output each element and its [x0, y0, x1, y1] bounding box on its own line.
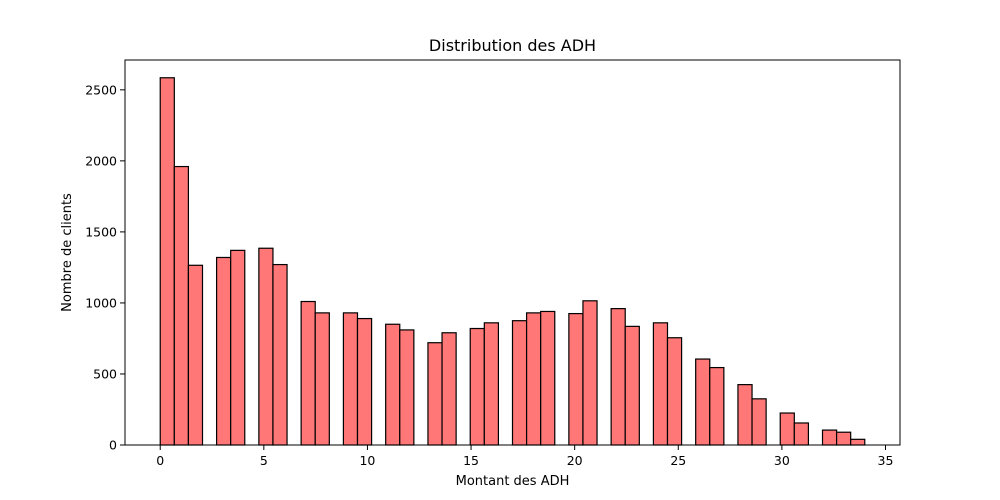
histogram-bar	[540, 310, 556, 446]
histogram-bar	[793, 422, 810, 446]
x-tick-label: 25	[670, 453, 686, 468]
x-tick-label: 0	[156, 453, 164, 468]
y-axis-label: Nombre de clients	[60, 193, 75, 312]
chart-title: Distribution des ADH	[429, 36, 596, 55]
y-tick-label: 0	[109, 438, 117, 453]
histogram-bar	[469, 327, 485, 446]
histogram-bar	[525, 312, 542, 446]
histogram-bar	[624, 325, 640, 446]
plot-frame	[124, 59, 901, 446]
histogram-bar	[342, 312, 359, 446]
histogram-bar	[821, 429, 838, 446]
x-tick-label: 30	[774, 453, 790, 468]
histogram-bar	[159, 77, 175, 446]
histogram-bar	[751, 398, 767, 446]
histogram-bar	[399, 329, 415, 446]
histogram-bar	[737, 384, 753, 446]
histogram-bar	[652, 322, 669, 446]
x-axis-label: Montant des ADH	[456, 474, 570, 489]
y-tick-label: 2500	[85, 82, 117, 97]
y-tick-label: 500	[93, 366, 117, 381]
histogram-bar	[258, 247, 274, 446]
y-tick-label: 1500	[85, 224, 117, 239]
histogram-bar	[187, 264, 204, 446]
x-tick-label: 35	[878, 453, 894, 468]
bars-group	[159, 77, 866, 446]
x-axis-ticks: 0 5 10 15 20 25 30 35	[156, 445, 893, 468]
x-tick-label: 20	[567, 453, 583, 468]
histogram-bar	[441, 332, 457, 446]
histogram-bar	[709, 366, 725, 446]
histogram-bar	[779, 412, 795, 446]
y-axis-ticks: 0 500 1000 1500 2000 2500	[85, 82, 125, 453]
histogram-bar	[356, 317, 373, 446]
x-tick-label: 15	[463, 453, 479, 468]
histogram-bar	[300, 300, 316, 446]
histogram-bar	[427, 342, 443, 446]
y-tick-label: 2000	[85, 153, 117, 168]
x-tick-label: 10	[359, 453, 375, 468]
histogram-bar	[230, 249, 246, 446]
histogram-bar	[695, 358, 711, 446]
histogram-bar	[568, 312, 584, 446]
histogram-bar	[483, 322, 500, 446]
histogram-bar	[272, 263, 288, 446]
histogram-bar	[835, 431, 852, 446]
histogram-bar	[582, 300, 598, 446]
histogram-bar	[666, 337, 683, 446]
histogram-bar	[173, 165, 190, 446]
histogram-bar	[314, 312, 330, 446]
histogram-bar	[511, 320, 528, 446]
histogram-bar	[385, 323, 401, 446]
x-tick-label: 5	[260, 453, 268, 468]
histogram-bar	[850, 438, 866, 446]
y-tick-label: 1000	[85, 295, 117, 310]
histogram-bar	[610, 308, 626, 446]
histogram-bar	[215, 256, 232, 446]
